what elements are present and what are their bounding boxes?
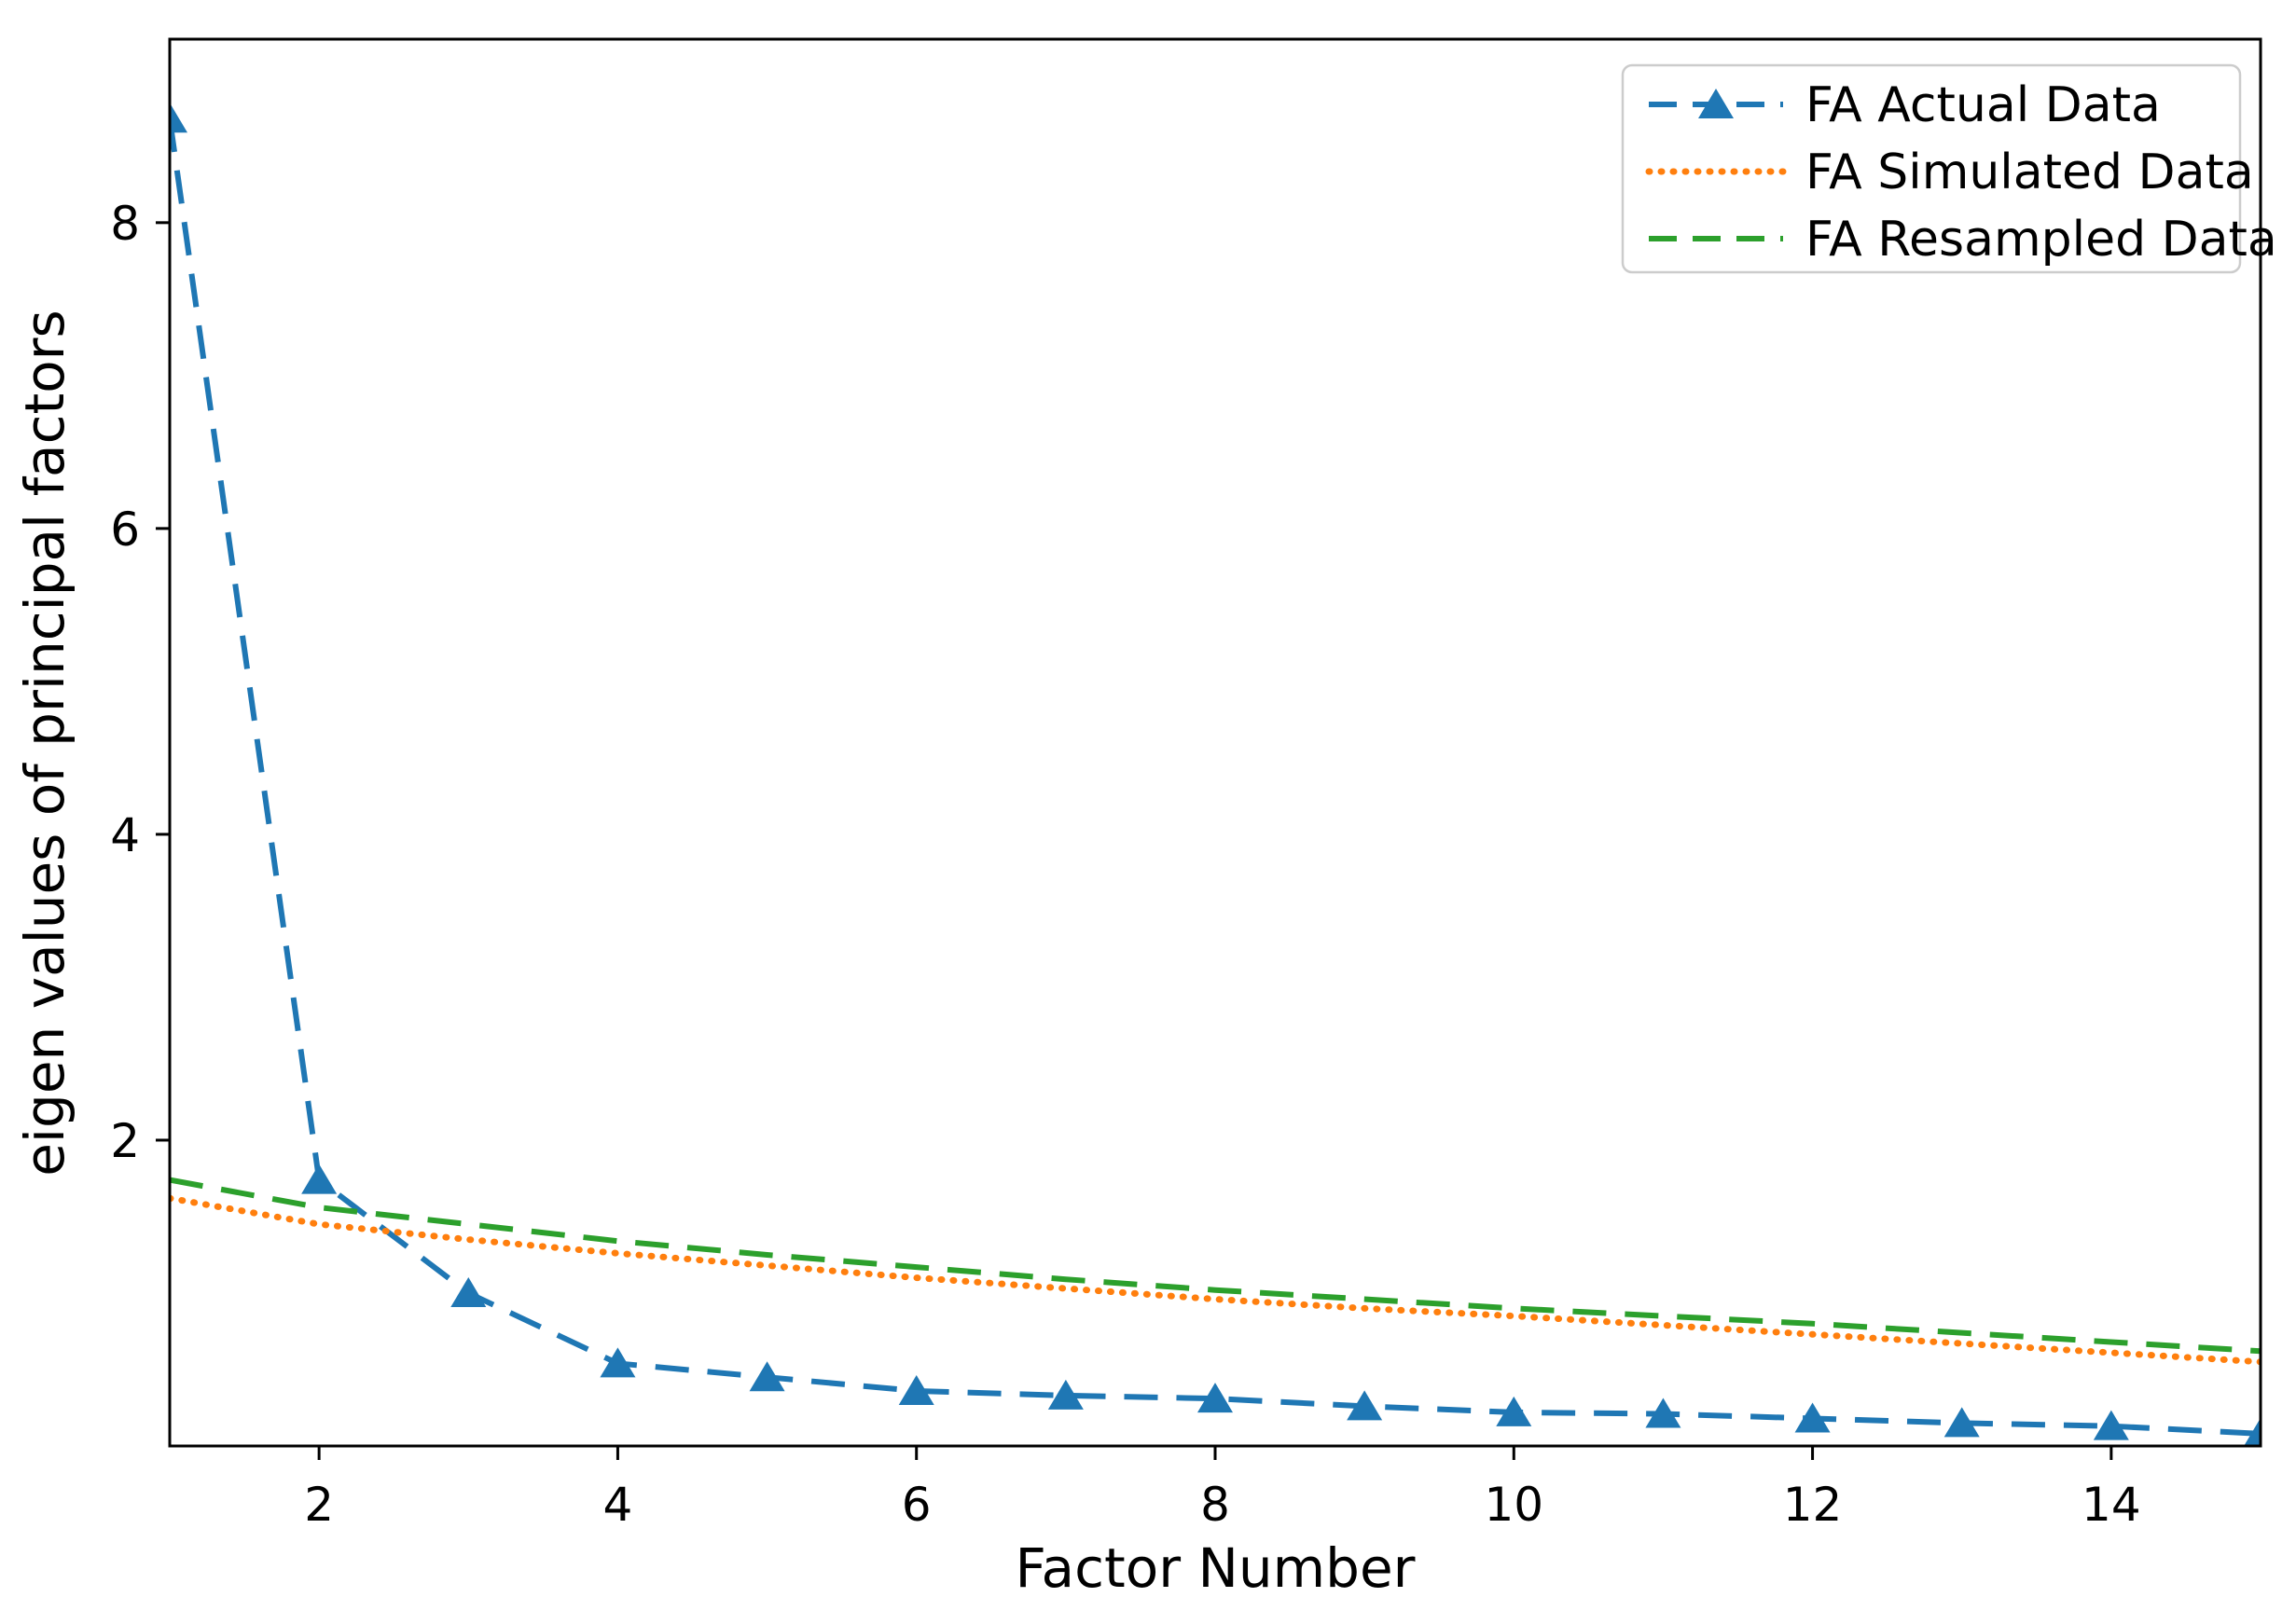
x-axis-label: Factor Number <box>1016 1536 1416 1600</box>
legend-item-fa-simulated-data: FA Simulated Data <box>1645 145 2254 200</box>
series-line-fa-simulated-data <box>170 1194 2261 1366</box>
legend-box <box>1621 63 2242 274</box>
marker-triangle <box>1197 1383 1233 1413</box>
legend-item-fa-actual-data: FA Actual Data <box>1649 77 2161 133</box>
marker-triangle <box>1794 1402 1831 1433</box>
marker-triangle <box>1047 1379 1084 1410</box>
x-axis-tick-label: 10 <box>1484 1478 1543 1532</box>
x-axis-tick-label: 4 <box>603 1478 633 1532</box>
marker-triangle <box>600 1347 636 1378</box>
x-axis-tick-label: 12 <box>1783 1478 1843 1532</box>
marker-triangle <box>2093 1410 2129 1440</box>
legend-label: FA Resampled Data <box>1805 212 2277 268</box>
marker-triangle <box>2244 1417 2261 1446</box>
x-axis-tick-label: 8 <box>1200 1478 1230 1532</box>
plot-area <box>170 39 2261 1446</box>
legend: FA Actual Data FA Simulated Data FA Resamp… <box>1621 63 2277 274</box>
marker-triangle <box>301 1164 338 1194</box>
legend-marker-triangle <box>1698 89 1734 118</box>
marker-triangle <box>1347 1390 1383 1421</box>
x-axis-tick-label: 6 <box>902 1478 932 1532</box>
legend-label: FA Actual Data <box>1805 77 2161 133</box>
marker-triangle <box>1943 1407 1980 1438</box>
y-axis-tick-label: 4 <box>110 808 140 862</box>
series-markers-fa-actual-data <box>170 103 2261 1446</box>
marker-triangle <box>170 103 187 133</box>
marker-triangle <box>898 1374 934 1405</box>
y-axis-tick-label: 6 <box>110 503 140 557</box>
series-line-fa-resampled-data <box>170 1177 2261 1355</box>
marker-triangle <box>1496 1396 1532 1426</box>
x-axis-tick-label: 14 <box>2082 1478 2141 1532</box>
legend-label: FA Simulated Data <box>1805 145 2254 200</box>
axes-layer: 2 4 6 8 10 12 14 2 4 6 8 <box>110 197 2140 1532</box>
y-axis-tick-label: 8 <box>110 197 140 251</box>
series-layer <box>170 103 2261 1446</box>
marker-triangle <box>1645 1398 1681 1428</box>
legend-item-fa-resampled-data: FA Resampled Data <box>1649 212 2277 268</box>
y-axis-label: eigen values of principal factors <box>13 310 76 1177</box>
marker-triangle <box>450 1276 487 1307</box>
marker-triangle <box>749 1361 785 1392</box>
x-axis-tick-label: 2 <box>304 1478 334 1532</box>
series-line-fa-actual-data <box>170 117 2261 1437</box>
y-axis-tick-label: 2 <box>110 1114 140 1168</box>
